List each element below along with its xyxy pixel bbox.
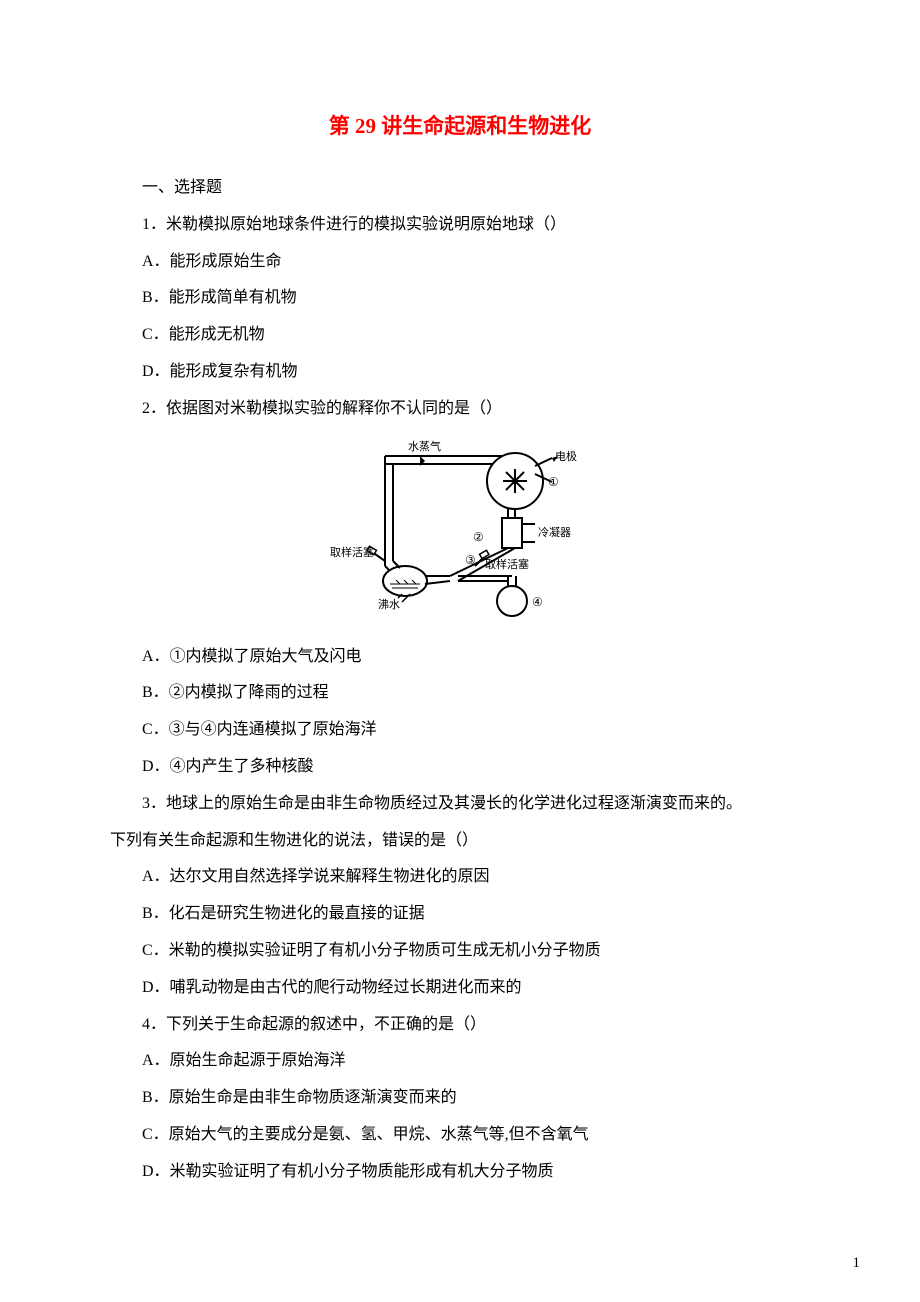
question-2-option-d: D．④内产生了多种核酸 xyxy=(110,749,810,786)
label-two: ② xyxy=(473,530,484,544)
miller-experiment-figure: 水蒸气 电极 ① 冷凝器 ② xyxy=(110,436,810,631)
page-title: 第 29 讲生命起源和生物进化 xyxy=(110,110,810,140)
question-1-option-c: C．能形成无机物 xyxy=(110,317,810,354)
question-2-option-b: B．②内模拟了降雨的过程 xyxy=(110,675,810,712)
question-3-stem-line1: 3．地球上的原始生命是由非生命物质经过及其漫长的化学进化过程逐渐演变而来的。 xyxy=(110,786,810,823)
label-four: ④ xyxy=(532,595,543,609)
question-2-option-c: C．③与④内连通模拟了原始海洋 xyxy=(110,712,810,749)
question-3-stem-line2: 下列有关生命起源和生物进化的说法，错误的是（） xyxy=(110,823,810,860)
page-number: 1 xyxy=(853,1255,861,1272)
question-2-option-a: A．①内模拟了原始大气及闪电 xyxy=(110,639,810,676)
page: 第 29 讲生命起源和生物进化 一、选择题 1．米勒模拟原始地球条件进行的模拟实… xyxy=(0,0,920,1302)
miller-experiment-svg: 水蒸气 电极 ① 冷凝器 ② xyxy=(330,436,590,626)
question-3-option-a: A．达尔文用自然选择学说来解释生物进化的原因 xyxy=(110,859,810,896)
question-1-option-b: B．能形成简单有机物 xyxy=(110,280,810,317)
label-three: ③ xyxy=(465,553,476,567)
question-2-stem: 2．依据图对米勒模拟实验的解释你不认同的是（） xyxy=(110,391,810,428)
label-electrode: 电极 xyxy=(555,449,577,463)
question-1-stem: 1．米勒模拟原始地球条件进行的模拟实验说明原始地球（） xyxy=(110,207,810,244)
question-1-option-a: A．能形成原始生命 xyxy=(110,244,810,281)
question-3-option-d: D．哺乳动物是由古代的爬行动物经过长期进化而来的 xyxy=(110,970,810,1007)
question-4-option-b: B．原始生命是由非生命物质逐渐演变而来的 xyxy=(110,1080,810,1117)
question-4-option-d: D．米勒实验证明了有机小分子物质能形成有机大分子物质 xyxy=(110,1154,810,1191)
label-one: ① xyxy=(548,475,559,489)
question-4-option-a: A．原始生命起源于原始海洋 xyxy=(110,1043,810,1080)
label-condenser: 冷凝器 xyxy=(538,525,571,539)
question-3-option-b: B．化石是研究生物进化的最直接的证据 xyxy=(110,896,810,933)
question-4-option-c: C．原始大气的主要成分是氨、氢、甲烷、水蒸气等,但不含氧气 xyxy=(110,1117,810,1154)
section-heading: 一、选择题 xyxy=(110,170,810,207)
question-4-stem: 4．下列关于生命起源的叙述中，不正确的是（） xyxy=(110,1007,810,1044)
question-1-option-d: D．能形成复杂有机物 xyxy=(110,354,810,391)
label-sampling-right: 取样活塞 xyxy=(485,557,529,571)
label-boiling: 沸水 xyxy=(378,598,400,611)
label-sampling-left: 取样活塞 xyxy=(330,545,374,559)
question-3-option-c: C．米勒的模拟实验证明了有机小分子物质可生成无机小分子物质 xyxy=(110,933,810,970)
label-steam: 水蒸气 xyxy=(408,439,441,453)
